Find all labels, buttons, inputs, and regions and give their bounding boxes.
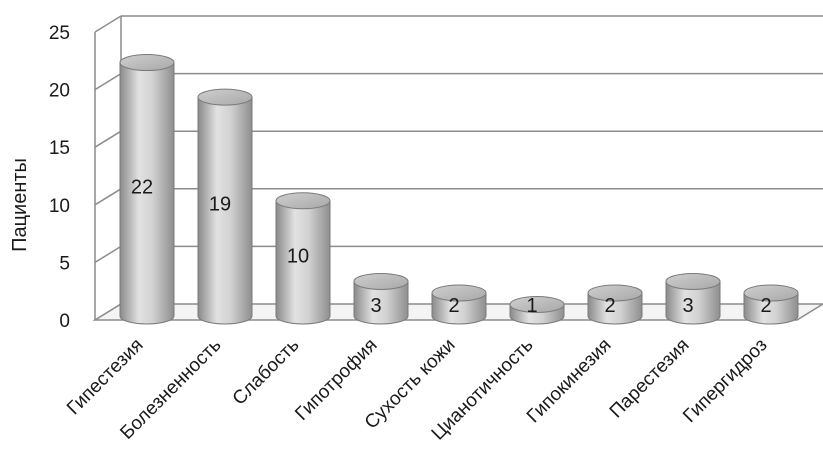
bar-top — [353, 272, 409, 290]
bar-top — [743, 284, 799, 302]
bar — [431, 292, 487, 325]
bar-top — [665, 272, 721, 290]
data-label: 3 — [370, 295, 381, 317]
gridline-depth — [94, 245, 122, 264]
bar — [743, 292, 799, 325]
data-label: 2 — [448, 295, 459, 317]
data-label: 1 — [526, 295, 537, 317]
y-tick-label: 25 — [49, 23, 70, 44]
y-tick-label: 0 — [59, 311, 70, 332]
bar — [353, 280, 409, 325]
bar — [275, 200, 331, 325]
gridline-depth — [94, 72, 122, 91]
bar — [119, 62, 175, 325]
gridline-depth — [94, 15, 122, 33]
data-label: 2 — [604, 295, 615, 317]
data-label: 3 — [682, 295, 693, 317]
bar-top — [509, 295, 565, 313]
data-label: 19 — [209, 194, 231, 216]
data-label: 2 — [760, 295, 771, 317]
bar — [197, 96, 253, 325]
bar-top — [119, 54, 175, 72]
bar — [587, 292, 643, 325]
bar — [665, 280, 721, 325]
y-tick-label: 10 — [49, 196, 70, 217]
gridline-depth — [94, 188, 122, 206]
data-label: 10 — [287, 245, 309, 267]
x-tick-label: Парестезия — [606, 335, 694, 423]
y-tick-label: 5 — [59, 253, 70, 274]
data-label: 22 — [131, 176, 153, 198]
y-axis-title: Пациенты — [9, 158, 31, 252]
x-tick-label: Гипестезия — [63, 335, 147, 419]
bar-top — [275, 192, 331, 210]
y-tick-label: 20 — [49, 81, 70, 102]
y-tick-label: 15 — [49, 138, 70, 159]
gridline-depth — [94, 130, 122, 148]
bar-top — [587, 284, 643, 302]
bar-top — [197, 88, 253, 106]
x-tick-label: Слабость — [229, 335, 304, 410]
x-tick-label: Гипокинезия — [523, 335, 616, 428]
x-tick-label: Гипергидроз — [679, 335, 771, 427]
bar-top — [431, 284, 487, 302]
